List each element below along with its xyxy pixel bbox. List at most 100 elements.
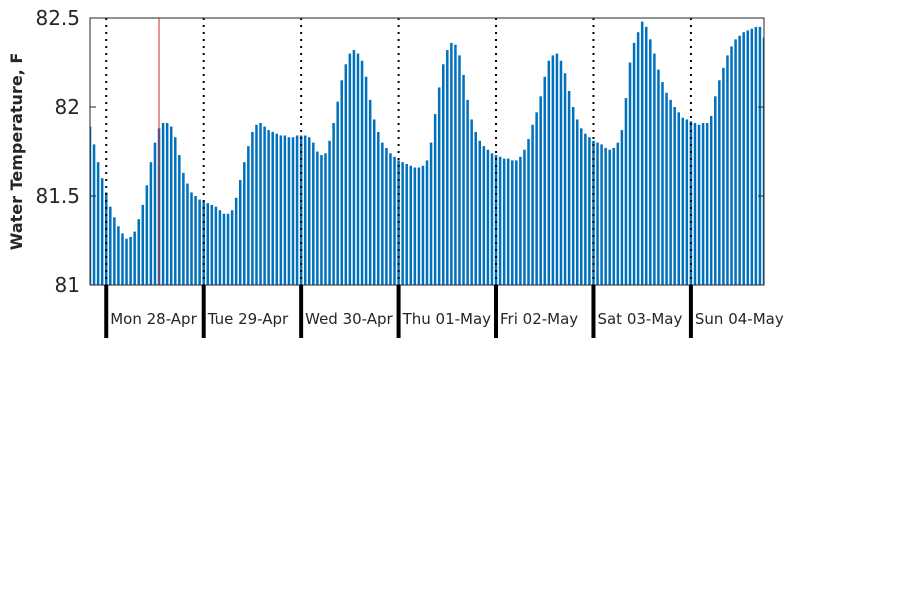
temperature-bar [596,142,599,285]
temperature-bar [413,167,417,285]
temperature-bar [474,131,477,285]
temperature-bar [705,123,709,286]
temperature-bar [125,238,128,285]
temperature-bar [506,158,510,285]
temperature-bar [417,167,421,285]
temperature-bar [109,206,112,285]
temperature-bar [238,179,242,285]
temperature-bar [754,26,758,286]
temperature-bar [271,131,274,285]
temperature-bar [381,142,384,285]
temperature-bar [307,137,311,285]
temperature-bar [511,160,514,285]
temperature-bar [190,192,193,285]
temperature-bar [462,74,465,286]
temperature-bar [226,213,230,285]
temperature-bar [198,199,201,285]
x-axis-day-ticks: Mon 28-Apr Tue 29-Apr Wed 30-Apr Thu 01-May… [104,285,784,338]
temperature-bar [478,140,482,285]
temperature-bar [186,183,189,285]
temperature-bar [283,135,287,285]
temperature-bar [722,67,725,285]
plot-area-frame [89,17,765,286]
temperature-bar [640,21,644,286]
temperature-bar [527,139,530,285]
temperature-bar [372,119,376,286]
temperature-bar [234,197,238,285]
temperature-bar [730,46,733,286]
temperature-bar [567,90,571,285]
temperature-bar [523,149,526,285]
day-boundary-lines [105,18,692,285]
temperature-bar [153,142,157,285]
temperature-bar [726,55,729,285]
temperature-bar [368,99,372,285]
temperature-bar [409,165,413,285]
temperature-bar [636,32,640,285]
temperature-bar [287,137,291,285]
temperature-bar [600,144,603,285]
temperature-bar [490,153,494,285]
temperature-bar [519,156,522,285]
temperature-bar [551,55,555,285]
temperature-bar [750,28,754,286]
day-label: Fri 02-May [500,310,578,328]
temperature-bar [543,76,547,286]
temperature-bar [653,53,656,285]
temperature-bar [575,119,579,286]
bars-layer [90,21,764,286]
temperature-bar [259,123,262,286]
temperature-bar [673,107,676,285]
temperature-bar [312,142,315,285]
temperature-bar [336,101,339,285]
temperature-bar [746,30,750,286]
temperature-bar [137,219,140,285]
temperature-bar [218,210,222,285]
temperature-bar [665,92,668,285]
day-label: Tue 29-Apr [207,310,289,328]
temperature-bar [182,172,185,285]
temperature-bar [194,196,197,285]
temperature-bar [145,185,149,285]
temperature-bar [320,155,323,285]
temperature-bar [718,80,721,285]
temperature-bar [466,99,469,285]
temperature-bar [174,137,177,285]
temperature-bar [295,135,299,285]
temperature-bar [113,217,116,285]
temperature-bar [742,32,745,285]
temperature-bar [624,98,628,285]
temperature-bar [592,140,595,285]
temperature-bar [421,165,425,285]
day-label: Sat 03-May [597,310,682,328]
y-tick-label: 81 [55,273,80,297]
temperature-bar [547,60,551,285]
temperature-bar [580,128,583,285]
temperature-bar [230,210,234,285]
day-label: Wed 30-Apr [305,310,393,328]
temperature-bar [584,133,587,285]
temperature-bar [515,160,518,285]
temperature-bar [588,137,591,285]
temperature-bar [206,203,210,285]
temperature-bar [385,147,388,285]
temperature-bar [620,130,624,285]
temperature-bar [689,121,693,286]
temperature-bar [340,80,343,285]
temperature-bar [324,153,327,285]
temperature-bar [494,155,498,285]
temperature-bar [612,147,616,285]
temperature-bar [360,60,364,285]
temperature-bar [555,53,559,285]
temperature-bar [117,226,120,285]
temperature-bar [482,146,486,285]
temperature-bar [133,231,136,285]
day-label: Thu 01-May [402,310,492,328]
y-tick-label: 81.5 [35,184,80,208]
temperature-bar [661,82,664,285]
temperature-bar [165,123,169,286]
temperature-bar [454,44,457,286]
temperature-bar [714,96,717,285]
temperature-bar [657,69,660,286]
